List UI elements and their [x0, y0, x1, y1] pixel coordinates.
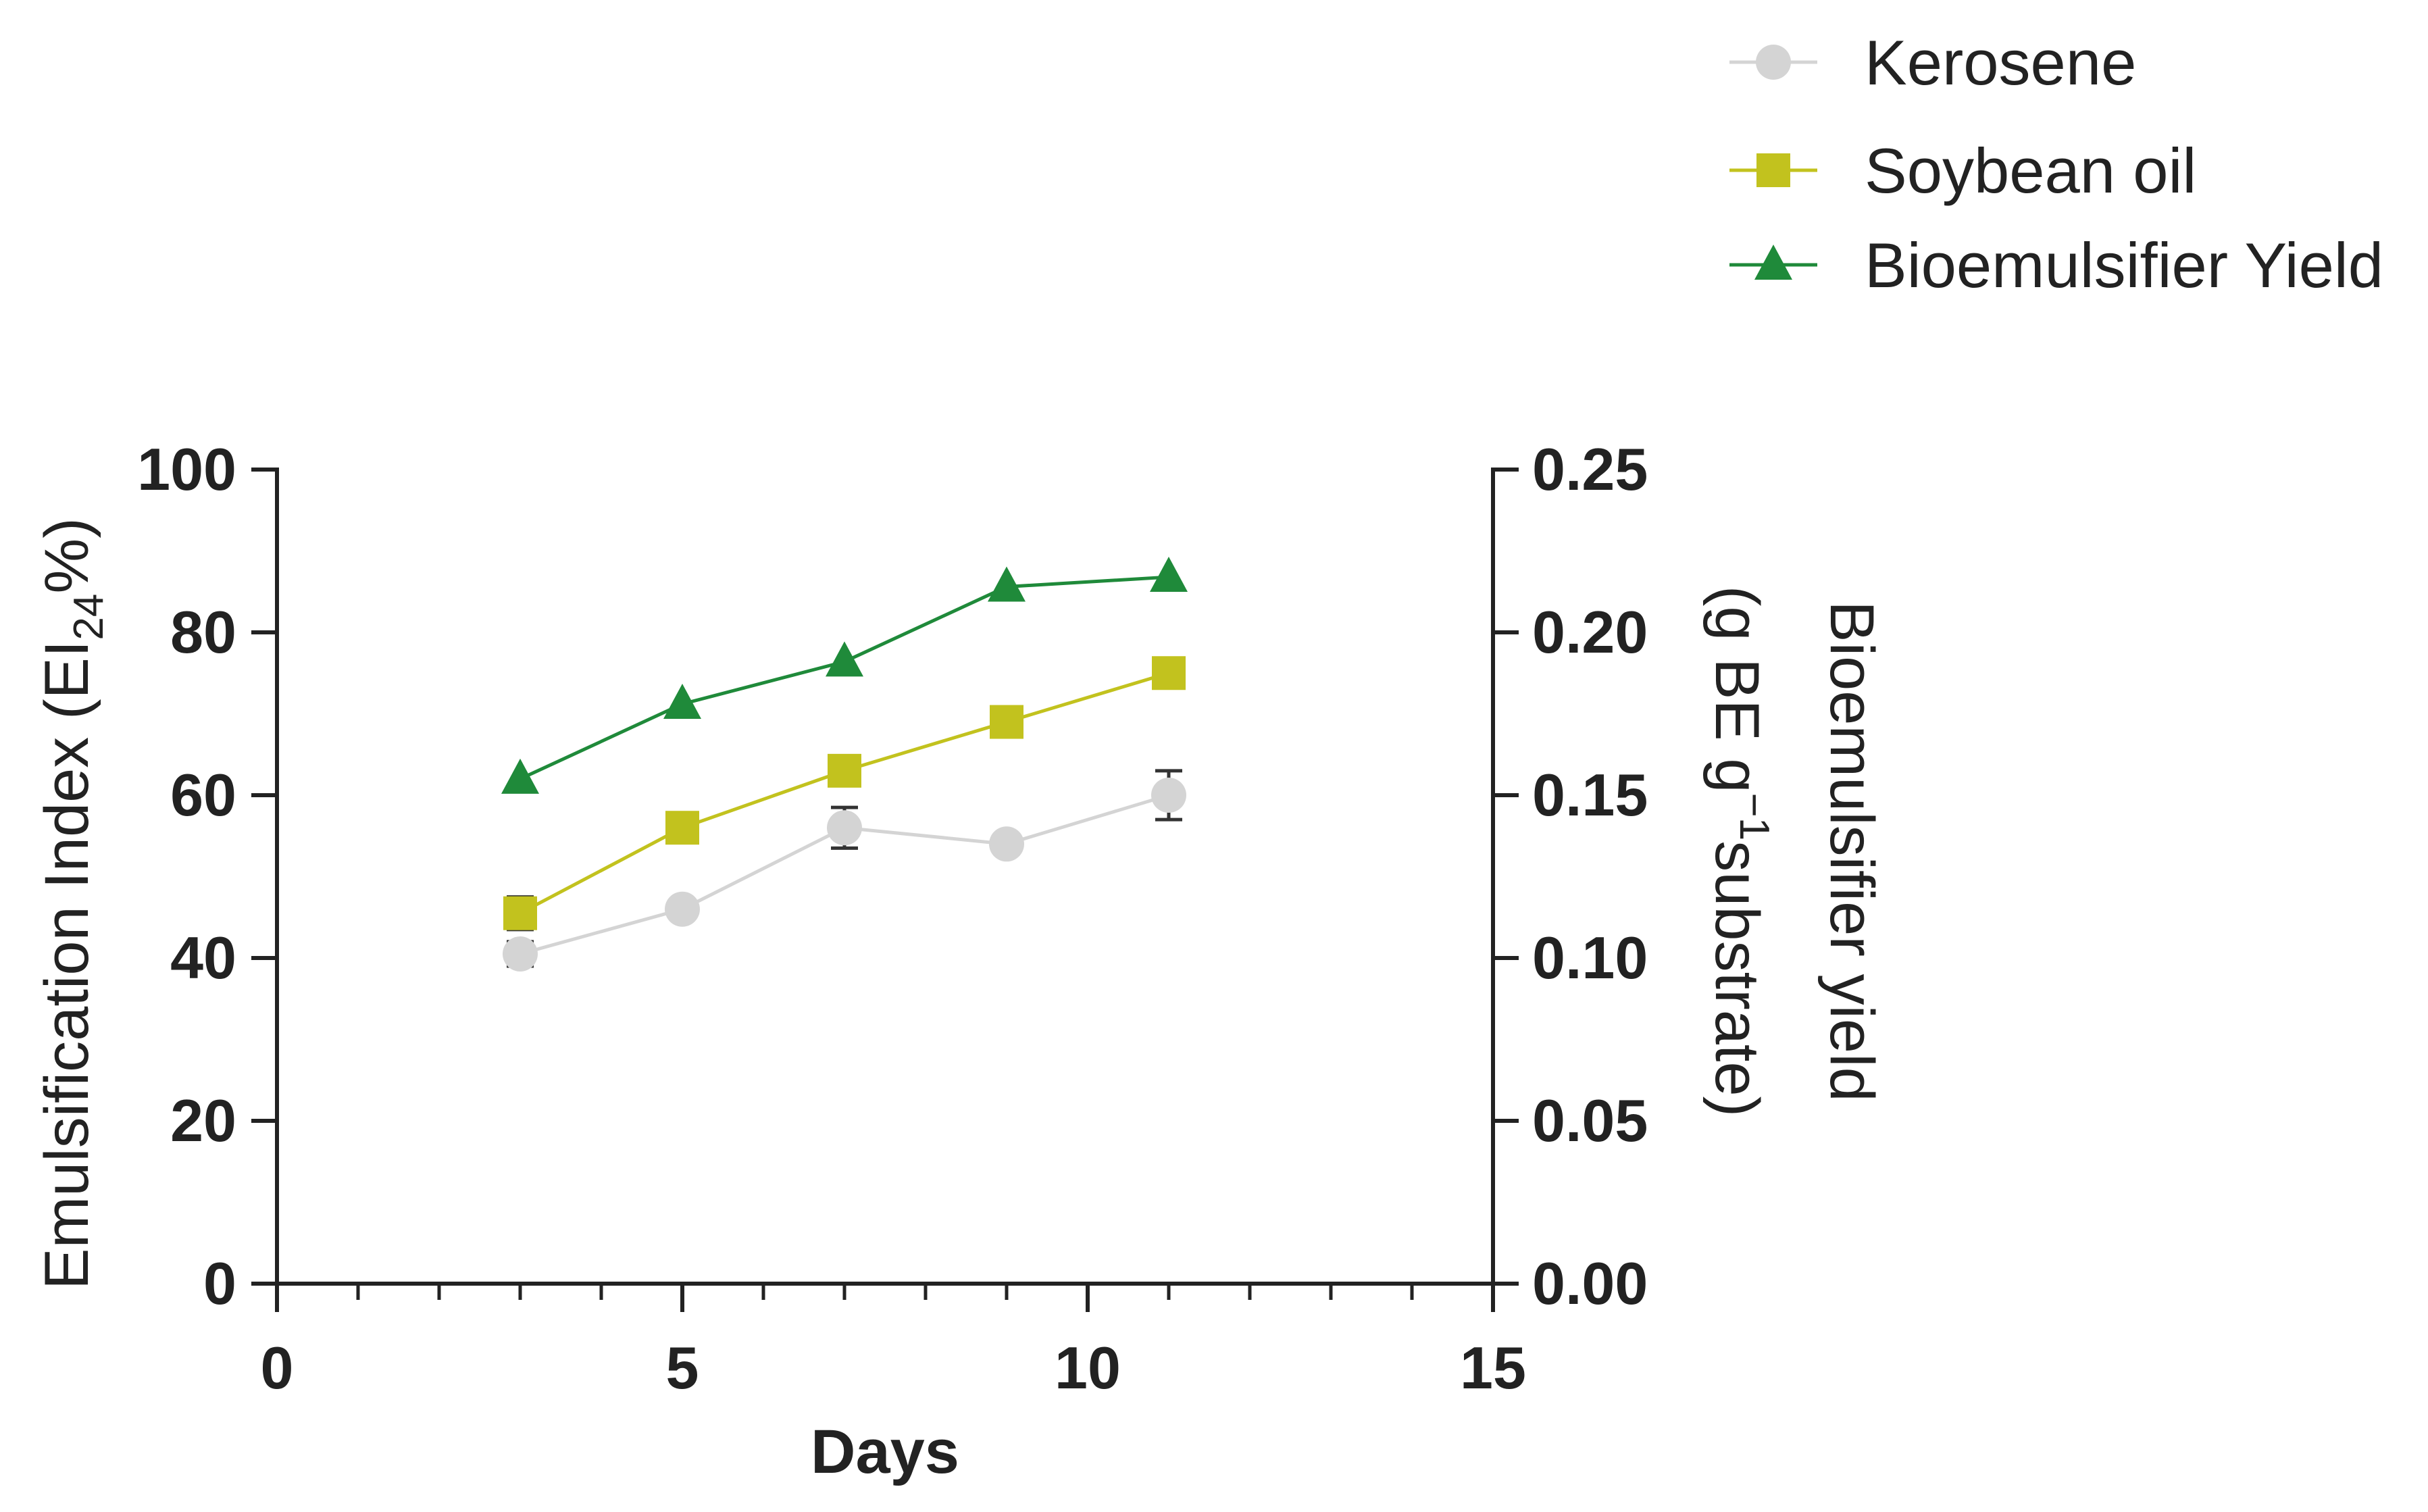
x-tick-label: 5: [666, 1334, 699, 1401]
y2-tick-label: 0.10: [1532, 924, 1648, 991]
y2-tick-label: 0.25: [1532, 436, 1648, 503]
data-point: [1152, 656, 1186, 690]
y-axis-title-main: Emulsification Index (EI: [32, 640, 101, 1290]
legend-label: Kerosene: [1865, 27, 2136, 98]
data-point: [827, 810, 862, 846]
data-point: [828, 753, 861, 788]
x-axis-title: Days: [811, 1417, 959, 1486]
data-point: [665, 891, 700, 927]
x-tick-label: 15: [1460, 1334, 1526, 1401]
series-layer: [501, 557, 1188, 972]
series-line: [519, 671, 1169, 915]
y-axis-title-end: %): [32, 518, 101, 593]
tick-labels: 0 20 40 60 80 100 0.00 0.05 0.10 0.15 0.20 0.25 0 5 10…: [137, 436, 1648, 1401]
y2-tick-label: 0.05: [1532, 1087, 1648, 1154]
y-axis-title-subscript: 24: [66, 594, 112, 640]
series-bioemulsifier-yield: [501, 557, 1188, 794]
legend-item-bioemulsifier-yield: Bioemulsifier Yield: [1729, 230, 2383, 301]
data-point: [663, 684, 701, 720]
legend-item-soybean-oil: Soybean oil: [1729, 135, 2196, 206]
y2-axis-title-line1: Bioemulsifier yield: [1817, 601, 1886, 1101]
y2-axis-title-superscript: −1: [1731, 793, 1777, 841]
y2-tick-label: 0.20: [1532, 599, 1648, 665]
legend-label: Bioemulsifier Yield: [1865, 230, 2383, 301]
y-axis-title: Emulsification Index (EI24%): [32, 518, 112, 1290]
legend-marker: [1756, 45, 1791, 80]
data-point: [989, 826, 1024, 862]
y-tick-label: 60: [170, 761, 236, 828]
legend-item-kerosene: Kerosene: [1729, 27, 2136, 98]
axes: [275, 468, 1495, 1286]
y-tick-label: 40: [170, 924, 236, 991]
series-line: [519, 575, 1169, 781]
y2-tick-label: 0.15: [1532, 761, 1648, 828]
data-point: [990, 705, 1023, 739]
legend-label: Soybean oil: [1865, 135, 2196, 206]
y2-tick-label: 0.00: [1532, 1250, 1648, 1317]
y-tick-label: 0: [203, 1250, 236, 1317]
data-point: [665, 811, 699, 845]
y-tick-label: 80: [170, 599, 236, 665]
legend-marker: [1754, 245, 1792, 280]
legend-marker: [1756, 153, 1790, 187]
data-point: [1151, 778, 1186, 813]
series-kerosene: [503, 769, 1186, 972]
series-soybean-oil: [503, 656, 1186, 932]
x-tick-label: 10: [1055, 1334, 1121, 1401]
y2-axis-title-end: substrate): [1702, 840, 1771, 1117]
data-point: [1150, 557, 1188, 593]
data-point: [826, 641, 863, 677]
legend: Kerosene Soybean oil Bioemulsifier Yield: [1729, 27, 2383, 301]
y-tick-label: 20: [170, 1087, 236, 1154]
x-tick-label: 0: [261, 1334, 294, 1401]
data-point: [501, 758, 539, 794]
y-tick-label: 100: [137, 436, 236, 503]
data-point: [988, 566, 1026, 602]
ticks: [251, 468, 1519, 1312]
data-point: [503, 936, 538, 972]
y2-axis-title-start: (g BE g: [1702, 586, 1771, 793]
y2-axis-title-line2: (g BE g−1substrate): [1702, 586, 1777, 1117]
data-point: [503, 896, 537, 930]
